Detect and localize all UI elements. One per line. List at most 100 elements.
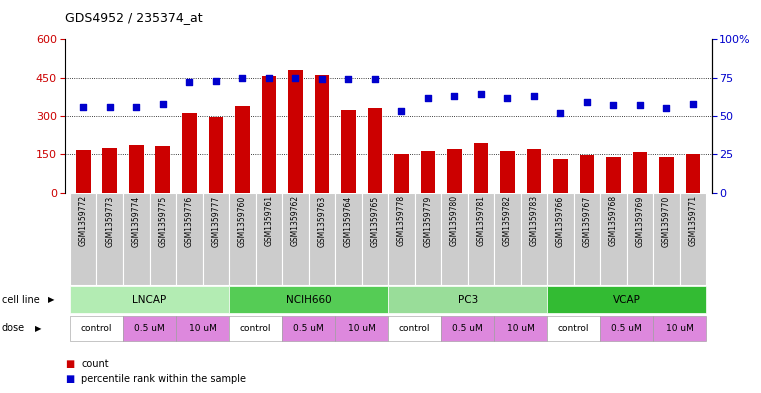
Bar: [129, 145, 144, 193]
Text: GSM1359767: GSM1359767: [582, 195, 591, 246]
Bar: [229, 193, 256, 285]
Text: GSM1359764: GSM1359764: [344, 195, 353, 246]
Bar: [149, 193, 176, 285]
Point: [183, 79, 196, 85]
Bar: [209, 117, 223, 193]
Bar: [421, 151, 435, 193]
Bar: [659, 157, 673, 193]
Text: 0.5 uM: 0.5 uM: [293, 324, 324, 332]
Bar: [308, 193, 335, 285]
Bar: [182, 113, 196, 193]
Bar: [202, 193, 229, 285]
Text: control: control: [558, 324, 590, 332]
Bar: [335, 316, 388, 340]
Point: [581, 99, 593, 105]
Bar: [607, 157, 621, 193]
Point: [475, 91, 487, 97]
Text: GSM1359779: GSM1359779: [423, 195, 432, 246]
Bar: [314, 75, 329, 193]
Text: 0.5 uM: 0.5 uM: [611, 324, 642, 332]
Bar: [441, 316, 494, 340]
Bar: [388, 316, 441, 340]
Text: GSM1359769: GSM1359769: [635, 195, 645, 246]
Bar: [282, 316, 335, 340]
Bar: [70, 286, 229, 313]
Bar: [521, 193, 547, 285]
Point: [210, 77, 222, 84]
Bar: [494, 193, 521, 285]
Bar: [76, 151, 91, 193]
Text: GSM1359766: GSM1359766: [556, 195, 565, 246]
Text: GSM1359763: GSM1359763: [317, 195, 326, 246]
Bar: [70, 193, 97, 285]
Text: 10 uM: 10 uM: [666, 324, 694, 332]
Point: [342, 76, 355, 82]
Text: GSM1359781: GSM1359781: [476, 195, 486, 246]
Text: GSM1359778: GSM1359778: [397, 195, 406, 246]
Bar: [600, 193, 627, 285]
Bar: [341, 110, 355, 193]
Point: [157, 101, 169, 107]
Bar: [335, 193, 361, 285]
Text: GSM1359772: GSM1359772: [78, 195, 88, 246]
Text: GSM1359774: GSM1359774: [132, 195, 141, 246]
Point: [501, 94, 514, 101]
Text: GSM1359783: GSM1359783: [530, 195, 539, 246]
Bar: [103, 148, 117, 193]
Point: [528, 93, 540, 99]
Bar: [155, 146, 170, 193]
Bar: [547, 193, 574, 285]
Point: [316, 76, 328, 82]
Bar: [547, 316, 600, 340]
Bar: [235, 106, 250, 193]
Text: percentile rank within the sample: percentile rank within the sample: [81, 374, 247, 384]
Point: [607, 102, 619, 108]
Bar: [415, 193, 441, 285]
Text: VCAP: VCAP: [613, 295, 641, 305]
Bar: [368, 108, 382, 193]
Bar: [447, 149, 462, 193]
Bar: [97, 193, 123, 285]
Text: 10 uM: 10 uM: [189, 324, 216, 332]
Text: ■: ■: [65, 358, 74, 369]
Text: control: control: [399, 324, 431, 332]
Bar: [494, 316, 547, 340]
Text: GDS4952 / 235374_at: GDS4952 / 235374_at: [65, 11, 202, 24]
Bar: [176, 193, 202, 285]
Text: GSM1359776: GSM1359776: [185, 195, 194, 246]
Bar: [388, 193, 415, 285]
Bar: [256, 193, 282, 285]
Text: ▶: ▶: [48, 295, 55, 304]
Text: control: control: [81, 324, 112, 332]
Text: GSM1359768: GSM1359768: [609, 195, 618, 246]
Point: [634, 102, 646, 108]
Text: 10 uM: 10 uM: [348, 324, 375, 332]
Point: [661, 105, 673, 112]
Bar: [123, 316, 176, 340]
Point: [77, 104, 89, 110]
Bar: [632, 152, 648, 193]
Point: [554, 110, 566, 116]
Bar: [653, 193, 680, 285]
Text: GSM1359770: GSM1359770: [662, 195, 671, 246]
Bar: [394, 154, 409, 193]
Bar: [600, 316, 653, 340]
Text: control: control: [240, 324, 272, 332]
Text: ■: ■: [65, 374, 74, 384]
Point: [448, 93, 460, 99]
Text: 0.5 uM: 0.5 uM: [134, 324, 165, 332]
Text: GSM1359773: GSM1359773: [105, 195, 114, 246]
Point: [395, 108, 407, 114]
Bar: [547, 286, 706, 313]
Text: cell line: cell line: [2, 295, 40, 305]
Bar: [229, 286, 388, 313]
Bar: [441, 193, 468, 285]
Bar: [686, 154, 700, 193]
Bar: [70, 316, 123, 340]
Text: count: count: [81, 358, 109, 369]
Point: [422, 94, 434, 101]
Text: GSM1359765: GSM1359765: [371, 195, 379, 246]
Bar: [500, 151, 514, 193]
Point: [289, 75, 301, 81]
Text: LNCAP: LNCAP: [132, 295, 167, 305]
